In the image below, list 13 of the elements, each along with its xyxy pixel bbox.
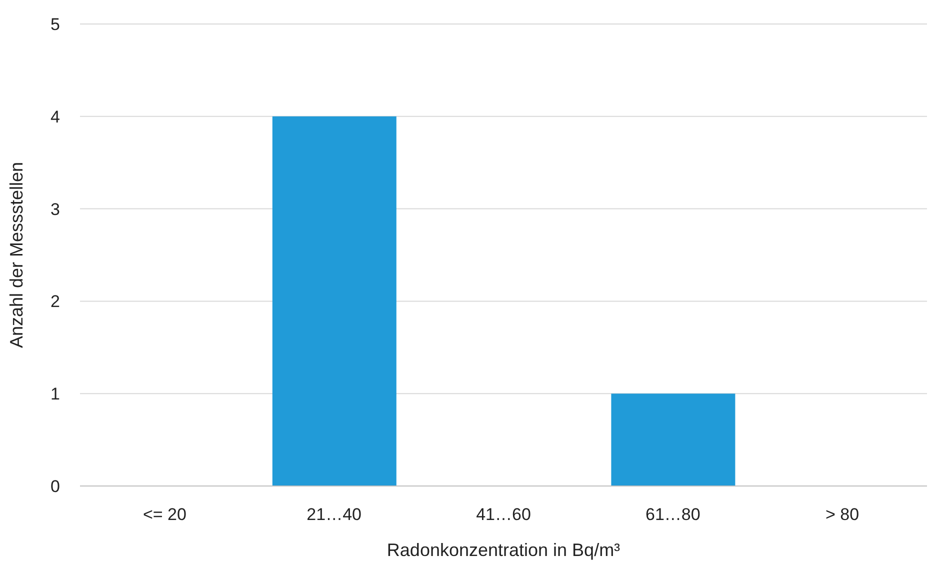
x-tick-label: 41…60 <box>476 505 531 524</box>
y-tick-label: 5 <box>50 15 60 34</box>
x-tick-label: 61…80 <box>645 505 700 524</box>
y-tick-label: 0 <box>50 477 60 496</box>
y-axis-title: Anzahl der Messstellen <box>6 162 26 348</box>
x-tick-label: > 80 <box>826 505 860 524</box>
y-tick-label: 1 <box>50 384 60 404</box>
y-tick-label: 4 <box>50 107 60 126</box>
x-axis-title: Radonkonzentration in Bq/m³ <box>386 540 620 560</box>
x-tick-label: 21…40 <box>306 505 362 524</box>
x-tick-label: <= 20 <box>142 505 186 524</box>
y-tick-label: 3 <box>50 200 60 219</box>
y-tick-label: 2 <box>50 292 60 312</box>
